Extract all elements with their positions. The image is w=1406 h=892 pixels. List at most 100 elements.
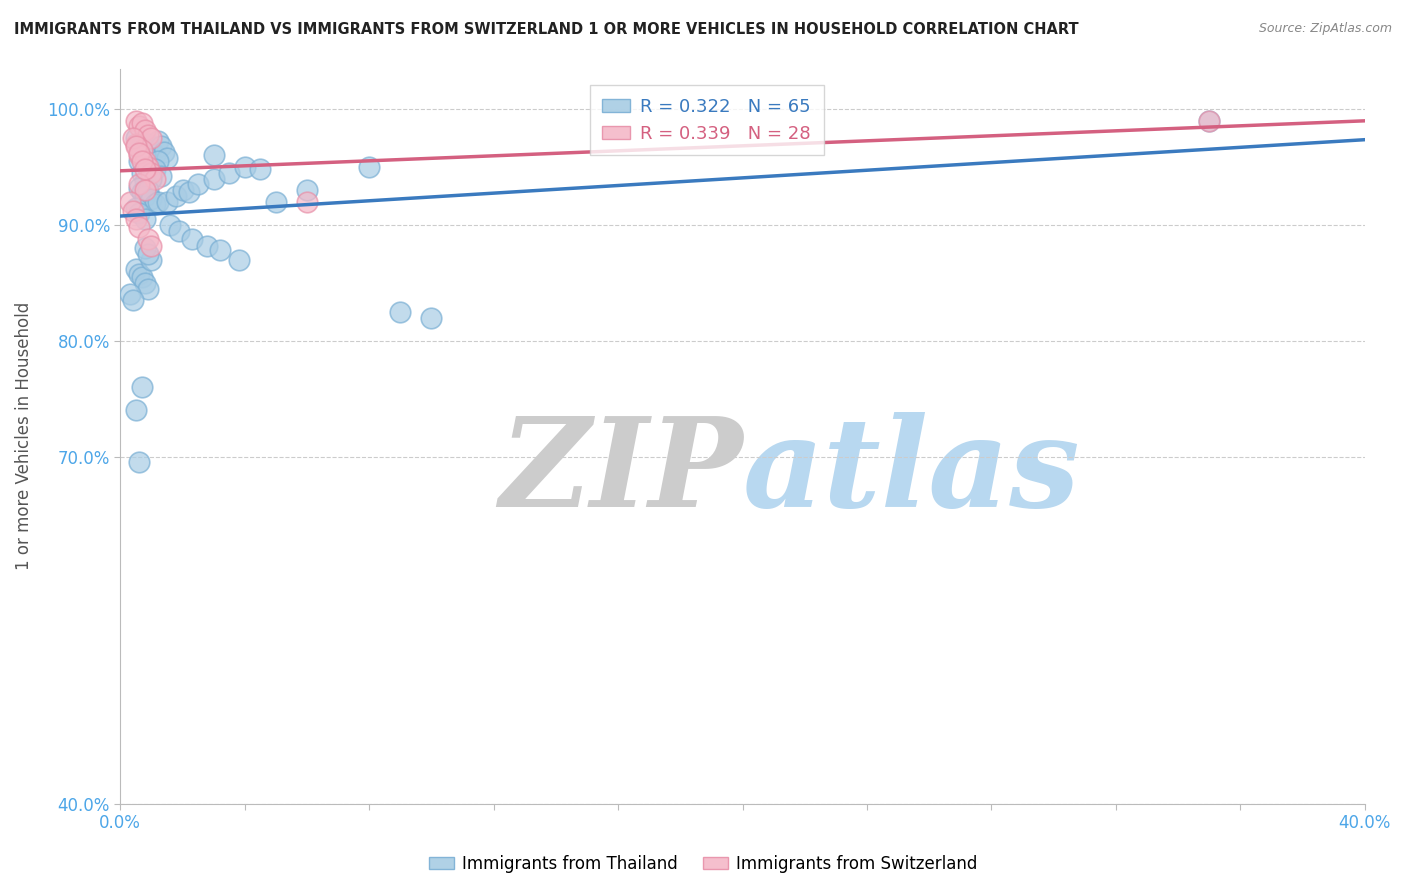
Point	[128, 455, 150, 469]
Point	[249, 162, 271, 177]
Point	[134, 276, 156, 290]
Point	[134, 241, 156, 255]
Point	[180, 232, 202, 246]
Point	[121, 204, 143, 219]
Point	[134, 148, 156, 162]
Point	[131, 186, 153, 200]
Point	[141, 166, 163, 180]
Point	[228, 252, 250, 267]
Point	[187, 178, 209, 192]
Point	[143, 162, 166, 177]
Point	[128, 181, 150, 195]
Point	[131, 143, 153, 157]
Point	[156, 151, 179, 165]
Point	[118, 287, 141, 301]
Point	[136, 160, 159, 174]
Point	[125, 113, 148, 128]
Point	[128, 220, 150, 235]
Point	[172, 183, 194, 197]
Point	[143, 171, 166, 186]
Point	[131, 270, 153, 285]
Point	[1198, 113, 1220, 128]
Point	[208, 244, 231, 258]
Point	[128, 120, 150, 134]
Point	[136, 247, 159, 261]
Point	[131, 154, 153, 169]
Point	[295, 194, 318, 209]
Point	[134, 212, 156, 227]
Point	[141, 131, 163, 145]
Point	[420, 310, 443, 325]
Point	[389, 304, 412, 318]
Legend: Immigrants from Thailand, Immigrants from Switzerland: Immigrants from Thailand, Immigrants fro…	[422, 848, 984, 880]
Point	[134, 123, 156, 137]
Point	[125, 212, 148, 227]
Point	[153, 145, 176, 159]
Text: IMMIGRANTS FROM THAILAND VS IMMIGRANTS FROM SWITZERLAND 1 OR MORE VEHICLES IN HO: IMMIGRANTS FROM THAILAND VS IMMIGRANTS F…	[14, 22, 1078, 37]
Point	[264, 194, 287, 209]
Point	[131, 116, 153, 130]
Point	[131, 380, 153, 394]
Point	[128, 206, 150, 220]
Point	[128, 148, 150, 162]
Point	[125, 201, 148, 215]
Point	[141, 160, 163, 174]
Point	[202, 171, 225, 186]
Point	[143, 197, 166, 211]
Point	[141, 171, 163, 186]
Point	[146, 194, 169, 209]
Point	[136, 160, 159, 174]
Point	[141, 252, 163, 267]
Point	[128, 178, 150, 192]
Point	[359, 160, 381, 174]
Point	[125, 136, 148, 151]
Point	[295, 183, 318, 197]
Point	[128, 146, 150, 161]
Point	[165, 189, 187, 203]
Point	[143, 148, 166, 162]
Point	[1198, 113, 1220, 128]
Point	[149, 139, 172, 153]
Text: atlas: atlas	[742, 412, 1080, 533]
Legend: R = 0.322   N = 65, R = 0.339   N = 28: R = 0.322 N = 65, R = 0.339 N = 28	[589, 85, 824, 155]
Point	[125, 131, 148, 145]
Point	[146, 135, 169, 149]
Point	[125, 139, 148, 153]
Point	[128, 154, 150, 169]
Point	[134, 174, 156, 188]
Point	[136, 136, 159, 151]
Point	[149, 169, 172, 184]
Text: ZIP: ZIP	[499, 412, 742, 533]
Point	[141, 143, 163, 157]
Point	[159, 218, 181, 232]
Point	[128, 267, 150, 281]
Point	[233, 160, 256, 174]
Point	[118, 194, 141, 209]
Point	[125, 403, 148, 417]
Point	[141, 193, 163, 207]
Point	[146, 154, 169, 169]
Y-axis label: 1 or more Vehicles in Household: 1 or more Vehicles in Household	[15, 302, 32, 570]
Point	[134, 189, 156, 203]
Point	[197, 238, 219, 252]
Point	[134, 162, 156, 177]
Point	[121, 293, 143, 308]
Point	[136, 128, 159, 142]
Point	[134, 143, 156, 157]
Point	[134, 183, 156, 197]
Text: Source: ZipAtlas.com: Source: ZipAtlas.com	[1258, 22, 1392, 36]
Point	[136, 232, 159, 246]
Point	[218, 166, 240, 180]
Point	[141, 238, 163, 252]
Point	[131, 166, 153, 180]
Point	[202, 148, 225, 162]
Point	[121, 131, 143, 145]
Point	[125, 261, 148, 276]
Point	[136, 183, 159, 197]
Point	[177, 186, 200, 200]
Point	[136, 282, 159, 296]
Point	[169, 224, 191, 238]
Point	[134, 154, 156, 169]
Point	[156, 194, 179, 209]
Point	[131, 136, 153, 151]
